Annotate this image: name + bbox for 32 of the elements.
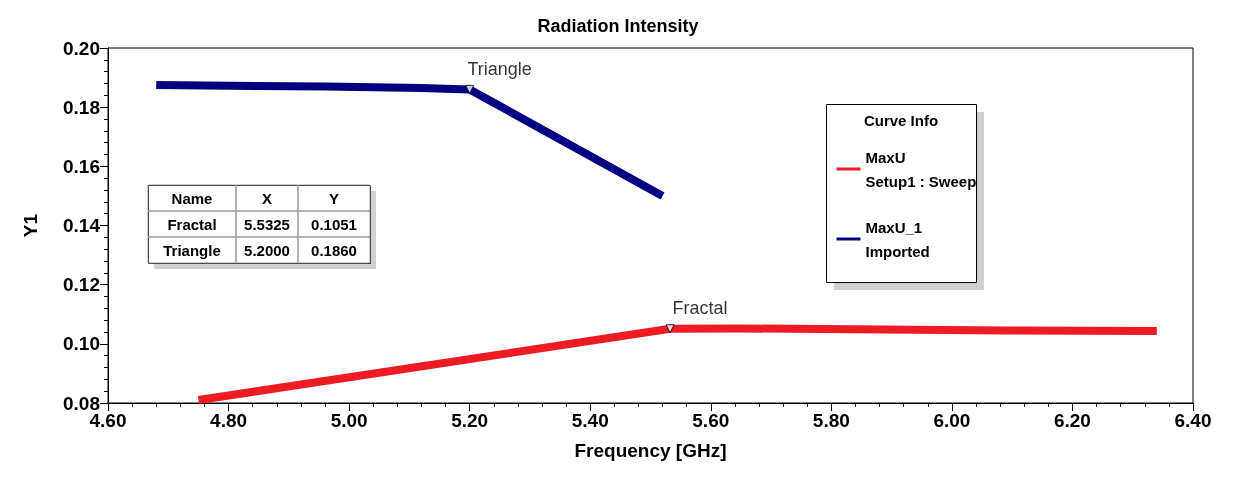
annotation: X [261, 189, 273, 207]
annotation: Fractal [167, 215, 217, 233]
y-tick-label: 0.12 [63, 274, 100, 296]
x-tick-label: 6.40 [1174, 410, 1212, 431]
annotation: Triangle [467, 58, 532, 79]
x-tick-label: 5.40 [571, 410, 609, 431]
annotation: Y [328, 189, 340, 207]
chart-title: Radiation Intensity [537, 16, 699, 36]
x-tick-label: 5.00 [330, 410, 368, 431]
x-tick-label: 6.00 [933, 410, 971, 431]
annotation: Name [171, 189, 213, 207]
y-tick-label: 0.10 [63, 333, 100, 355]
annotation: Triangle [163, 241, 221, 259]
y-tick-label: 0.14 [63, 215, 101, 236]
y-tick-label: 0.16 [63, 155, 100, 177]
x-tick-label: 6.20 [1053, 410, 1091, 431]
annotation: 5.5325 [244, 215, 290, 233]
annotation: 0.1860 [311, 241, 357, 259]
y-axis-title: Y1 [20, 213, 41, 238]
x-tick-label: 5.20 [451, 410, 489, 431]
legend-label: MaxU Setup1 : Sweep [865, 148, 977, 190]
annotation: Fractal [672, 298, 728, 319]
legend-label: MaxU_1 Imported [865, 218, 930, 260]
x-tick-label: 5.60 [692, 410, 730, 431]
annotation: 0.1051 [311, 215, 357, 233]
y-tick-label: 0.20 [63, 37, 100, 59]
annotation: 5.2000 [244, 241, 290, 259]
x-axis-title: Frequency [GHz] [574, 440, 727, 461]
y-tick-label: 0.18 [63, 96, 100, 118]
x-tick-label: 4.80 [210, 410, 248, 431]
x-tick-label: 5.80 [812, 410, 850, 431]
legend-title: Curve Info [863, 111, 939, 129]
